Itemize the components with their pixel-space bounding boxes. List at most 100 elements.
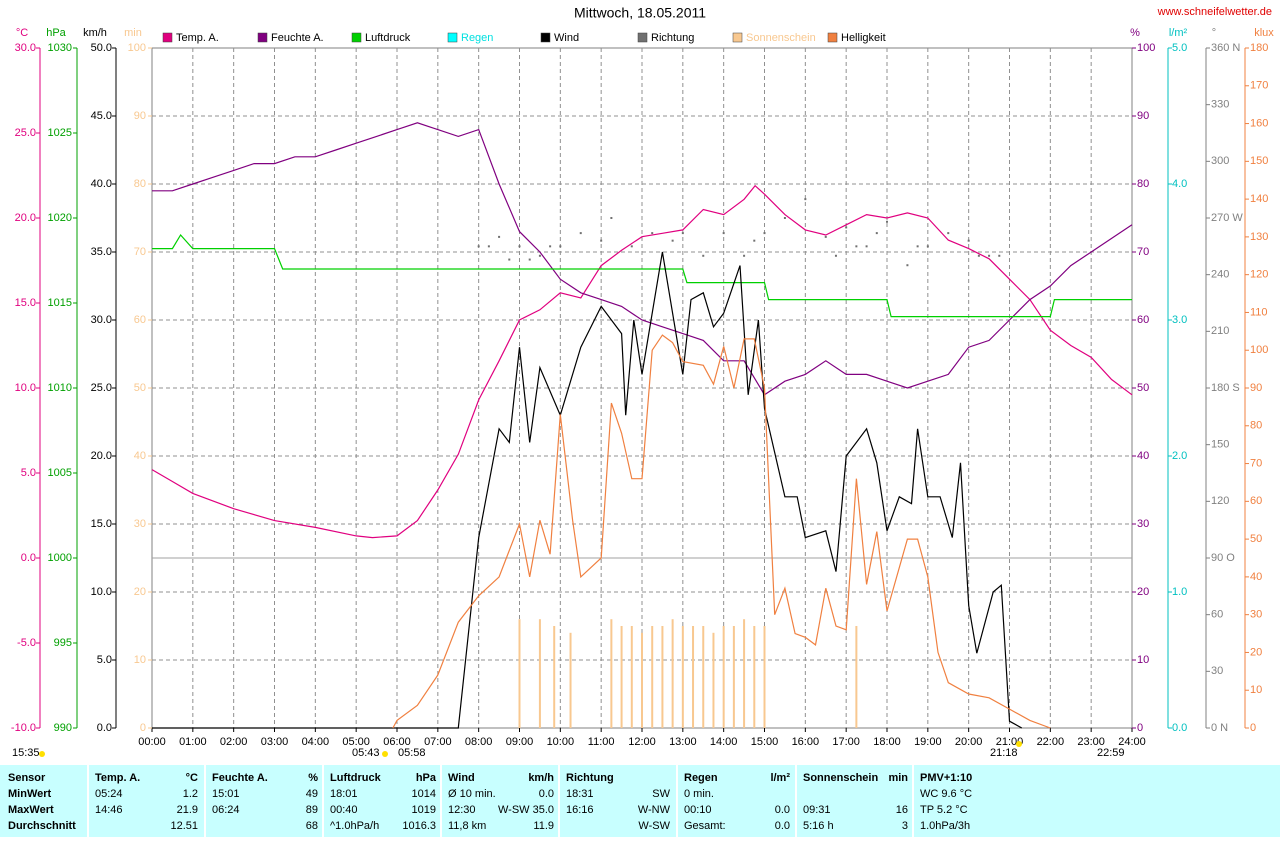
axis-unit: °C bbox=[16, 27, 28, 39]
table-cell: 16:16 bbox=[566, 804, 594, 816]
table-cell: MinWert bbox=[8, 788, 52, 800]
y-tick-label: 1015 bbox=[48, 297, 72, 309]
table-header: Feuchte A. bbox=[212, 772, 268, 784]
y-tick-label: 25.0 bbox=[15, 127, 36, 139]
y-tick-label: 50 bbox=[1137, 382, 1149, 394]
table-cell: WC 9.6 °C bbox=[920, 788, 972, 800]
table-cell: 0.0 bbox=[775, 820, 790, 832]
table-cell: 15:01 bbox=[212, 788, 240, 800]
x-tick-label: 12:00 bbox=[628, 736, 656, 748]
direction-dot bbox=[988, 254, 991, 257]
direction-dot bbox=[998, 254, 1001, 257]
bar bbox=[630, 626, 633, 728]
direction-dot bbox=[926, 245, 929, 248]
time-annotation: 15:35 bbox=[12, 747, 40, 759]
table-unit: % bbox=[308, 772, 318, 784]
legend-label: Sonnenschein bbox=[746, 32, 816, 44]
table-header: Regen bbox=[684, 772, 718, 784]
table-cell: 1.0hPa/3h bbox=[920, 820, 970, 832]
table-unit: l/m² bbox=[770, 772, 790, 784]
legend-label: Regen bbox=[461, 32, 493, 44]
y-tick-label: 10.0 bbox=[15, 382, 36, 394]
y-tick-label: 90 bbox=[1250, 382, 1262, 394]
y-tick-label: 0 bbox=[1250, 722, 1256, 734]
legend-swatch bbox=[540, 32, 551, 43]
direction-dot bbox=[886, 220, 888, 223]
table-cell: 0.0 bbox=[775, 804, 790, 816]
axis-unit: % bbox=[1130, 27, 1140, 39]
y-tick-label: 130 bbox=[1250, 231, 1268, 243]
direction-dot bbox=[528, 258, 531, 261]
direction-dot bbox=[559, 245, 562, 248]
y-tick-label: 300 bbox=[1211, 155, 1229, 167]
y-tick-label: 90 bbox=[1137, 110, 1149, 122]
x-tick-label: 03:00 bbox=[261, 736, 289, 748]
y-tick-label: 210 bbox=[1211, 325, 1229, 337]
table-cell: 12:30 bbox=[448, 804, 476, 816]
x-tick-label: 01:00 bbox=[179, 736, 207, 748]
y-tick-label: 60 bbox=[1211, 609, 1223, 621]
y-tick-label: 1025 bbox=[48, 127, 72, 139]
bar bbox=[553, 626, 556, 728]
y-tick-label: 30.0 bbox=[15, 42, 36, 54]
legend-swatch bbox=[162, 32, 173, 43]
y-tick-label: 20 bbox=[1137, 586, 1149, 598]
y-tick-label: 270 W bbox=[1211, 212, 1243, 224]
bar bbox=[692, 626, 695, 728]
table-cell: Ø 10 min. bbox=[448, 788, 496, 800]
y-tick-label: 0 bbox=[140, 722, 146, 734]
y-tick-label: 70 bbox=[134, 246, 146, 258]
table-cell: ^1.0hPa/h bbox=[330, 820, 379, 832]
series-line bbox=[152, 251, 1023, 729]
y-tick-label: 1030 bbox=[48, 42, 72, 54]
y-tick-label: 90 bbox=[134, 110, 146, 122]
y-tick-label: 40.0 bbox=[91, 178, 112, 190]
direction-dot bbox=[916, 245, 919, 248]
table-cell: 16 bbox=[896, 804, 908, 816]
table-cell: MaxWert bbox=[8, 804, 54, 816]
table-cell: 18:31 bbox=[566, 788, 594, 800]
sun-marker bbox=[1016, 741, 1022, 747]
y-tick-label: 160 bbox=[1250, 117, 1268, 129]
legend-label: Helligkeit bbox=[841, 32, 886, 44]
y-tick-label: 990 bbox=[54, 722, 72, 734]
table-cell: 18:01 bbox=[330, 788, 358, 800]
y-tick-label: 120 bbox=[1250, 269, 1268, 281]
y-tick-label: 180 bbox=[1250, 42, 1268, 54]
axis-unit: l/m² bbox=[1169, 27, 1188, 39]
y-tick-label: 30 bbox=[1250, 609, 1262, 621]
legend-label: Wind bbox=[554, 32, 579, 44]
x-tick-label: 02:00 bbox=[220, 736, 248, 748]
x-tick-label: 06:00 bbox=[383, 736, 411, 748]
y-tick-label: 80 bbox=[1137, 178, 1149, 190]
series-line bbox=[152, 122, 1133, 396]
table-cell: 21.9 bbox=[177, 804, 198, 816]
table-cell: Gesamt: bbox=[684, 820, 726, 832]
bar bbox=[661, 626, 664, 728]
direction-dot bbox=[518, 245, 521, 248]
y-tick-label: 5.0 bbox=[21, 467, 36, 479]
y-tick-label: 20.0 bbox=[91, 450, 112, 462]
bar bbox=[620, 626, 623, 728]
legend-swatch bbox=[351, 32, 362, 43]
y-tick-label: 360 N bbox=[1211, 42, 1240, 54]
y-tick-label: 30 bbox=[134, 518, 146, 530]
table-cell: 5:16 h bbox=[803, 820, 834, 832]
direction-dot bbox=[906, 264, 909, 267]
x-tick-label: 04:00 bbox=[302, 736, 330, 748]
direction-dot bbox=[834, 254, 837, 257]
y-tick-label: 100 bbox=[128, 42, 146, 54]
legend-swatch bbox=[827, 32, 838, 43]
y-tick-label: 40 bbox=[1137, 450, 1149, 462]
table-header: Temp. A. bbox=[95, 772, 140, 784]
table-cell: 1019 bbox=[412, 804, 436, 816]
direction-dot bbox=[865, 245, 868, 248]
time-annotation: 21:18 bbox=[990, 747, 1018, 759]
direction-dot bbox=[702, 254, 705, 257]
table-unit: hPa bbox=[416, 772, 437, 784]
legend-swatch bbox=[257, 32, 268, 43]
direction-dot bbox=[763, 232, 766, 235]
direction-dot bbox=[855, 245, 858, 248]
direction-dot bbox=[579, 232, 582, 235]
legend-swatch bbox=[732, 32, 743, 43]
